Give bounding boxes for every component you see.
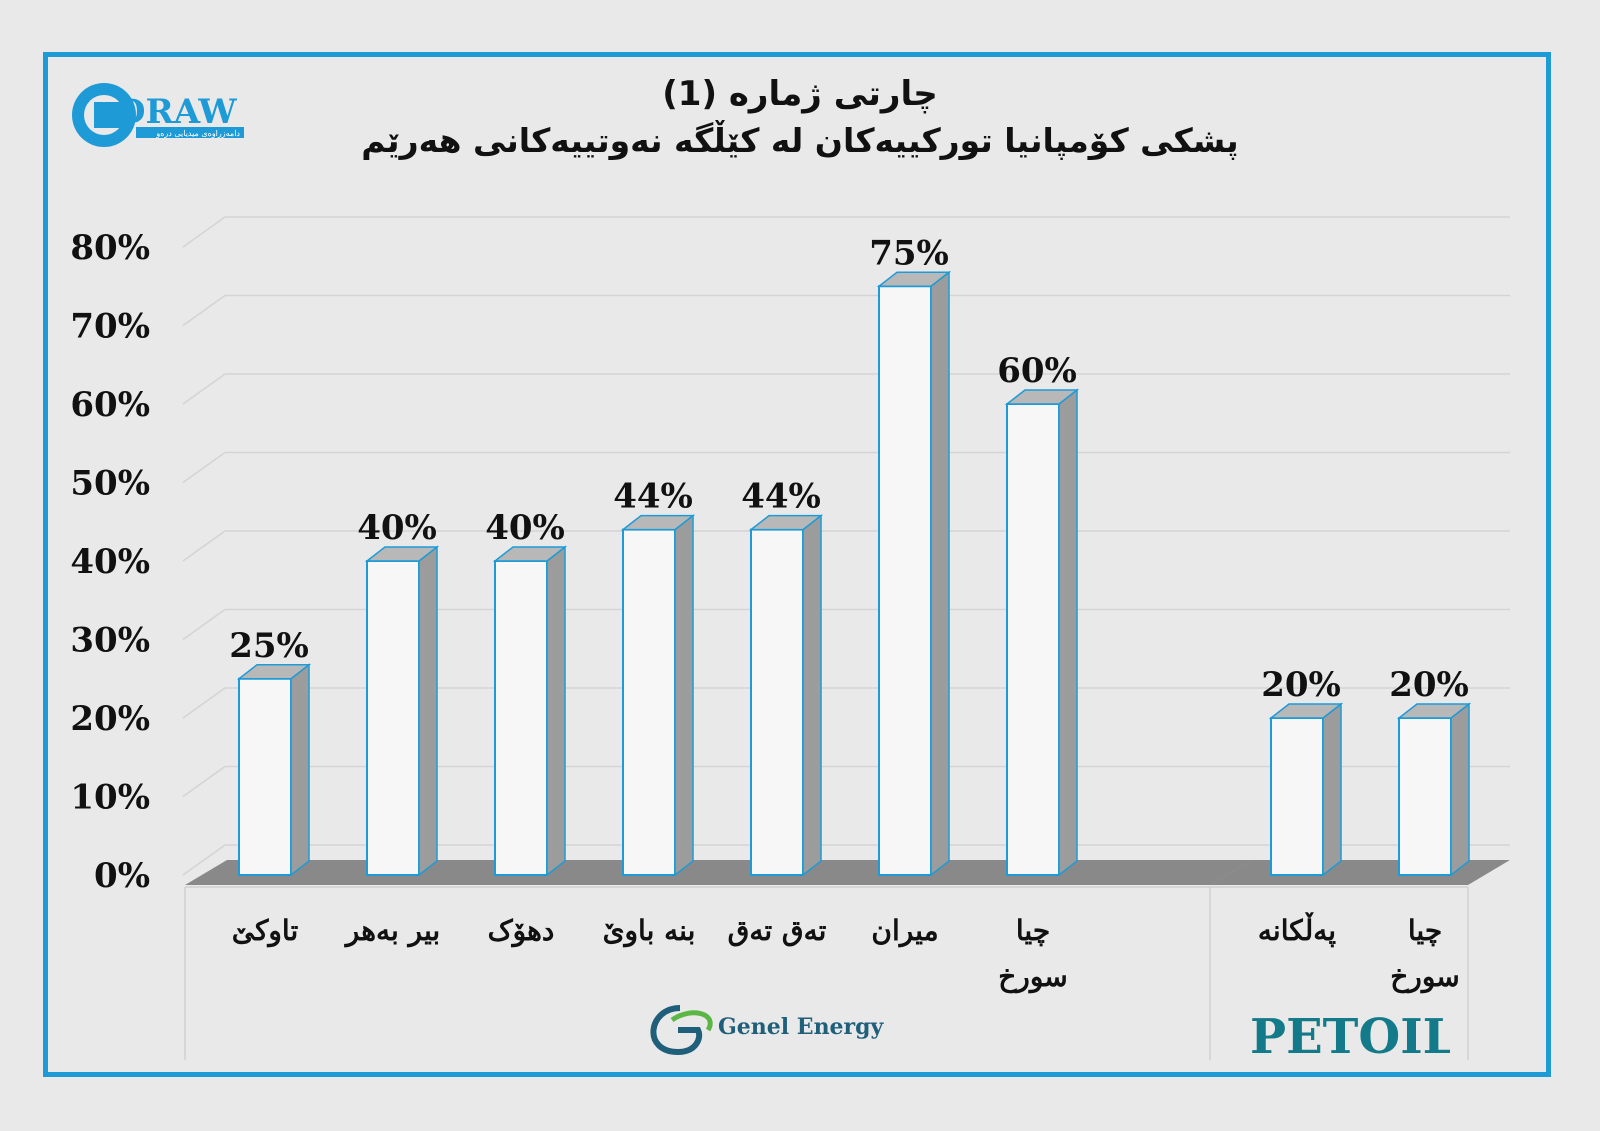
- bar-side: [674, 514, 694, 877]
- bar-top: [876, 271, 952, 287]
- grid-line-depth: [182, 373, 226, 405]
- y-tick-label: 10%: [70, 778, 150, 818]
- grid-line-depth: [182, 765, 226, 798]
- grid-line-depth: [182, 608, 226, 641]
- category-label: تەق تەق: [728, 914, 827, 947]
- bar-top: [364, 546, 440, 562]
- chart-title: چارتی ژماره (1) پشکی کۆمپانیا تورکییەکان…: [0, 72, 1600, 166]
- data-label: 60%: [997, 351, 1077, 391]
- bar-side: [1322, 702, 1342, 877]
- svg-text:Genel Energy: Genel Energy: [718, 1014, 885, 1040]
- svg-text:DRAW: DRAW: [116, 92, 237, 132]
- grid-line-depth: [182, 844, 226, 876]
- chart-subtitle: پشکی کۆمپانیا تورکییەکان لە کێڵگە نەوتیی…: [361, 121, 1239, 160]
- data-label: 44%: [741, 477, 821, 517]
- bar-top: [236, 664, 312, 680]
- data-label: 40%: [485, 508, 565, 548]
- floor-shadow: [185, 860, 1252, 885]
- bar: [238, 677, 292, 876]
- category-label: سورخ: [998, 960, 1068, 994]
- petoil-logo: PETOIL: [1250, 1009, 1450, 1065]
- grid-line-depth: [182, 294, 226, 327]
- bar: [750, 528, 804, 876]
- bar: [1270, 717, 1324, 876]
- draw-logo: DRAW دامەزراوەی میدیایی درەو: [72, 83, 244, 147]
- category-label: دهۆک: [488, 914, 555, 948]
- bar-top: [748, 514, 824, 531]
- data-label: 75%: [869, 233, 949, 273]
- category-label: سورخ: [1390, 960, 1460, 994]
- bar-top: [620, 514, 696, 531]
- data-label: 44%: [613, 477, 693, 517]
- y-tick-label: 20%: [70, 699, 150, 739]
- grid-line-depth: [182, 687, 226, 719]
- bar: [494, 560, 548, 876]
- bar-side: [546, 545, 566, 877]
- y-tick-label: 30%: [70, 621, 150, 661]
- data-label: 40%: [357, 508, 437, 548]
- data-label: 20%: [1261, 665, 1341, 705]
- chart-title-line1: چارتی ژماره (1): [662, 74, 938, 114]
- bar: [622, 528, 676, 876]
- bar-side: [1058, 388, 1078, 877]
- bar-top: [492, 546, 568, 562]
- svg-text:PETOIL: PETOIL: [1250, 1009, 1450, 1065]
- y-tick-label: 70%: [70, 307, 150, 347]
- data-label: 25%: [229, 626, 309, 666]
- category-label: تاوکێ: [232, 914, 299, 948]
- bar-side: [802, 514, 822, 877]
- y-tick-label: 40%: [70, 542, 150, 582]
- y-tick-label: 60%: [70, 385, 150, 425]
- bar: [1398, 717, 1452, 876]
- y-tick-label: 80%: [70, 228, 150, 268]
- grid-line-depth: [182, 530, 226, 562]
- bar-top: [1396, 703, 1472, 719]
- bar: [366, 560, 420, 876]
- bar: [1006, 403, 1060, 876]
- grid-line-depth: [182, 451, 226, 484]
- grid-line-depth: [182, 216, 226, 248]
- bar-top: [1268, 703, 1344, 719]
- data-label: 20%: [1389, 665, 1469, 705]
- category-label: چیا: [1408, 914, 1442, 947]
- bar-side: [930, 270, 950, 877]
- bar-side: [290, 663, 310, 877]
- bar-side: [1450, 702, 1470, 877]
- svg-text:دامەزراوەی میدیایی درەو: دامەزراوەی میدیایی درەو: [155, 129, 240, 138]
- category-label: پەڵکانە: [1258, 912, 1336, 947]
- category-label: چیا: [1016, 914, 1050, 947]
- bar: [878, 285, 932, 876]
- category-label: بنە باوێ: [603, 914, 696, 948]
- bar-side: [418, 545, 438, 877]
- bar-top: [1004, 389, 1080, 405]
- y-tick-label: 0%: [94, 856, 150, 896]
- category-label: میران: [871, 914, 938, 948]
- category-label: بیر بەهر: [344, 914, 440, 948]
- genel-energy-logo: Genel Energy: [650, 1005, 885, 1056]
- y-tick-label: 50%: [70, 464, 150, 504]
